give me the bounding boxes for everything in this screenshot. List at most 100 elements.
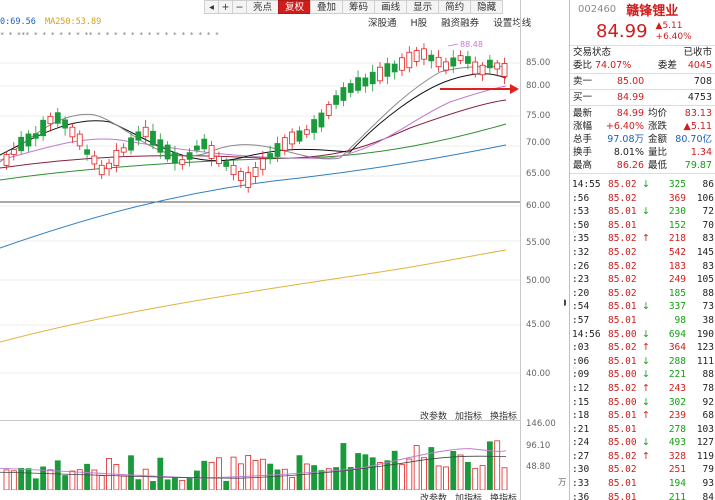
candle-body bbox=[54, 112, 61, 124]
chart-topnav: 深股通 H股 融资融券 设置均线 bbox=[368, 15, 531, 29]
volume-chart[interactable] bbox=[0, 420, 520, 490]
volume-bar bbox=[230, 456, 237, 490]
indicator-switch-button-2[interactable]: 换指标 bbox=[490, 494, 518, 500]
topnav-margin[interactable]: 融资融券 bbox=[441, 18, 480, 29]
volume-axis-96: 96.10 bbox=[526, 441, 551, 451]
sell1-price: 85.00 bbox=[617, 76, 645, 87]
tick-price: 85.02 bbox=[608, 233, 637, 245]
tick-price: 85.00 bbox=[608, 437, 637, 449]
tick-count: 86 bbox=[702, 179, 714, 190]
tick-volume: 325 bbox=[668, 179, 686, 190]
candlestick-chart[interactable]: 88.48 bbox=[0, 40, 520, 410]
grid-lines bbox=[0, 62, 520, 374]
stat-label: 总手 bbox=[573, 134, 593, 145]
candle-body bbox=[457, 55, 464, 61]
volume-bar bbox=[172, 477, 178, 490]
stat-value: 8.01% bbox=[613, 147, 644, 158]
candle-body bbox=[399, 57, 405, 71]
tick-row: :09 85.00 ↓ 221 88 bbox=[570, 368, 715, 382]
candle-body bbox=[142, 126, 149, 138]
indicator-add-button-2[interactable]: 加指标 bbox=[455, 494, 483, 500]
buy1-price: 84.99 bbox=[617, 92, 645, 103]
volume-bar bbox=[457, 454, 464, 490]
tick-price: 85.02 bbox=[608, 287, 637, 299]
volume-bar bbox=[179, 479, 186, 490]
candle-body bbox=[201, 138, 208, 150]
tick-direction-icon bbox=[642, 423, 652, 437]
volume-bar bbox=[311, 465, 318, 490]
tick-count: 83 bbox=[702, 260, 714, 272]
tick-row: :27 85.02 ↑ 328 119 bbox=[570, 450, 715, 464]
topnav-hshares[interactable]: H股 bbox=[410, 18, 428, 29]
volume-bar bbox=[421, 457, 427, 490]
toolbar-simple-button[interactable]: 简约 bbox=[438, 0, 472, 14]
ma-legend-item-1: 0:69.56 bbox=[0, 17, 36, 27]
tick-direction-icon bbox=[642, 246, 652, 260]
indicator-tabs-bottom: 改参数 加指标 换指标 bbox=[420, 491, 517, 500]
candle-body bbox=[303, 129, 310, 135]
toolbar-chips-button[interactable]: 筹码 bbox=[342, 0, 376, 14]
price-summary: 84.99 ▲5.11 +6.40% bbox=[570, 18, 715, 46]
volume-bar bbox=[472, 467, 479, 490]
quote-stat-row: 涨幅 +6.40% 涨跌 ▲5.11 bbox=[570, 120, 715, 133]
volume-bar bbox=[252, 459, 259, 490]
zoom-in-icon[interactable]: + bbox=[218, 0, 233, 14]
tick-direction-icon: ↓ bbox=[642, 206, 650, 218]
topnav-connect[interactable]: 深股通 bbox=[368, 18, 397, 29]
zoom-out-icon[interactable]: − bbox=[232, 0, 247, 14]
toolbar-draw-button[interactable]: 画线 bbox=[374, 0, 408, 14]
volume-ma-line-2 bbox=[0, 455, 507, 479]
tick-count: 84 bbox=[702, 491, 714, 500]
tick-direction-icon: ↑ bbox=[642, 450, 650, 462]
tick-row: :56 85.02 369 106 bbox=[570, 192, 715, 206]
toolbar-display-button[interactable]: 显示 bbox=[406, 0, 440, 14]
tick-time: :57 bbox=[572, 314, 590, 326]
candle-body bbox=[406, 51, 413, 69]
stat-value: 84.99 bbox=[616, 108, 644, 119]
indicator-switch-button[interactable]: 换指标 bbox=[490, 412, 518, 422]
candle-body bbox=[10, 149, 17, 155]
tick-direction-icon bbox=[642, 192, 652, 206]
tick-list[interactable]: 14:55 85.02 ↓ 325 86:56 85.02 369 106:53 85.01 ↓ 2… bbox=[570, 178, 715, 500]
volume-bar bbox=[340, 443, 347, 490]
stock-name[interactable]: 赣锋锂业 bbox=[626, 3, 679, 19]
toolbar-adjust-button[interactable]: 复权 bbox=[278, 0, 312, 14]
candle-body bbox=[84, 149, 90, 155]
back-icon[interactable]: ◂ bbox=[204, 0, 219, 14]
tick-count: 78 bbox=[702, 382, 714, 394]
candle-body bbox=[98, 164, 105, 176]
indicator-params-button-2[interactable]: 改参数 bbox=[420, 494, 448, 500]
tick-direction-icon: ↑ bbox=[642, 233, 650, 245]
tick-time: :15 bbox=[572, 396, 590, 408]
toolbar-hide-button[interactable]: 隐藏 bbox=[470, 0, 504, 14]
tick-time: :27 bbox=[572, 450, 590, 462]
panel-collapse-icon[interactable]: ▶ bbox=[564, 298, 566, 316]
chart-axis-divider bbox=[520, 0, 521, 500]
indicator-params-button[interactable]: 改参数 bbox=[420, 412, 448, 422]
tick-row: :30 85.02 251 79 bbox=[570, 463, 715, 477]
stat-label: 量比 bbox=[648, 147, 668, 158]
tick-volume: 542 bbox=[668, 246, 686, 258]
topnav-ma-settings[interactable]: 设置均线 bbox=[493, 18, 532, 29]
stat-value: 80.70亿 bbox=[675, 134, 712, 145]
tick-price: 85.01 bbox=[608, 478, 637, 490]
candle-body bbox=[172, 152, 178, 164]
tick-count: 119 bbox=[696, 450, 714, 462]
toolbar-highlight-button[interactable]: 亮点 bbox=[246, 0, 280, 14]
toolbar-overlay-button[interactable]: 叠加 bbox=[310, 0, 344, 14]
quote-panel: 002460 赣锋锂业 84.99 ▲5.11 +6.40% 交易状态 已收市 … bbox=[569, 0, 715, 500]
volume-bar bbox=[494, 440, 501, 490]
candle-body bbox=[369, 71, 376, 85]
candle-body bbox=[135, 131, 142, 141]
volume-axis-48: 48.80 bbox=[526, 462, 551, 472]
tick-row: :54 85.01 ↓ 337 73 bbox=[570, 300, 715, 314]
axis-label-80: 80.00 bbox=[526, 81, 551, 91]
tick-time: :53 bbox=[572, 206, 590, 218]
volume-bar bbox=[479, 465, 486, 490]
candle-body bbox=[25, 133, 32, 147]
candle-body bbox=[362, 77, 369, 87]
indicator-add-button[interactable]: 加指标 bbox=[455, 412, 483, 422]
candle-body bbox=[494, 62, 501, 70]
tick-direction-icon bbox=[642, 491, 652, 500]
